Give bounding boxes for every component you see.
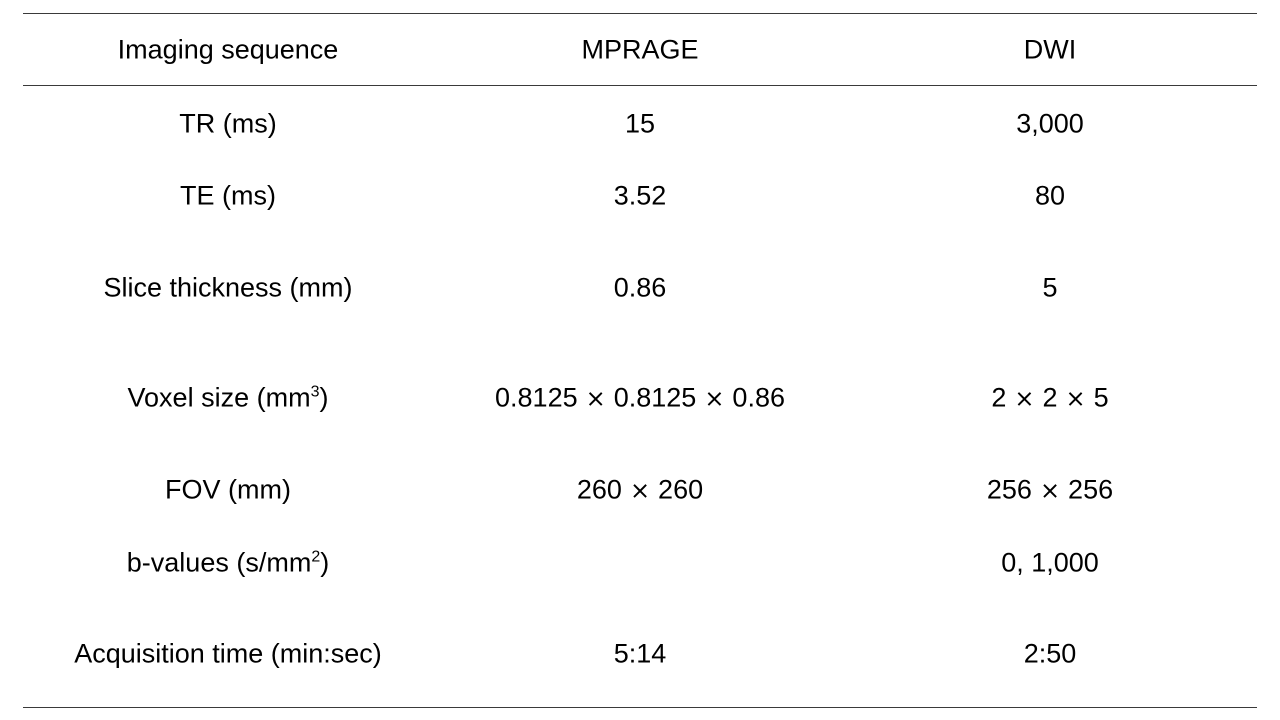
table-top-rule <box>23 13 1257 14</box>
row-te-dwi: 80 <box>1034 180 1066 211</box>
times-symbol: × <box>585 384 606 413</box>
times-symbol: × <box>1065 384 1086 413</box>
voxel-size-label-suffix: ) <box>319 382 329 413</box>
row-acquisition-time-mprage: 5:14 <box>613 638 667 669</box>
voxel-mprage-y: 0.8125 <box>613 382 697 413</box>
header-mprage: MPRAGE <box>581 34 699 65</box>
header-imaging-sequence: Imaging sequence <box>117 34 339 65</box>
row-voxel-size-dwi: 2 × 2 × 5 <box>991 382 1109 413</box>
voxel-mprage-x: 0.8125 <box>495 382 578 413</box>
times-symbol: × <box>1014 384 1035 413</box>
voxel-dwi-z: 5 <box>1093 382 1109 413</box>
b-values-label-superscript: 2 <box>311 548 321 566</box>
fov-dwi-height: 256 <box>1068 474 1114 505</box>
times-symbol: × <box>629 476 651 505</box>
table-bottom-rule <box>23 707 1257 708</box>
header-dwi: DWI <box>1023 34 1077 65</box>
row-slice-thickness-mprage: 0.86 <box>613 272 667 303</box>
row-b-values-dwi: 0, 1,000 <box>1001 547 1099 578</box>
row-label-fov: FOV (mm) <box>165 474 291 505</box>
row-slice-thickness-dwi: 5 <box>1042 272 1058 303</box>
row-tr-mprage: 15 <box>624 108 656 139</box>
fov-dwi-width: 256 <box>986 474 1032 505</box>
row-label-b-values: b-values (s/mm2) <box>126 547 330 578</box>
row-acquisition-time-dwi: 2:50 <box>1023 638 1077 669</box>
mri-parameters-table: Imaging sequence MPRAGE DWI TR (ms) 15 3… <box>23 0 1257 720</box>
b-values-label-suffix: ) <box>320 547 330 578</box>
times-symbol: × <box>1039 476 1061 505</box>
row-label-slice-thickness: Slice thickness (mm) <box>103 272 353 303</box>
b-values-label-text: b-values (s/mm <box>126 547 312 578</box>
row-fov-mprage: 260 × 260 <box>576 474 704 505</box>
times-symbol: × <box>704 384 725 413</box>
fov-mprage-height: 260 <box>658 474 704 505</box>
row-label-te: TE (ms) <box>180 180 276 211</box>
row-label-voxel-size: Voxel size (mm3) <box>127 382 329 413</box>
row-tr-dwi: 3,000 <box>1016 108 1084 139</box>
voxel-size-label-text: Voxel size (mm <box>127 382 311 413</box>
table-header-rule <box>23 85 1257 86</box>
row-label-tr: TR (ms) <box>179 108 277 139</box>
voxel-mprage-z: 0.86 <box>732 382 785 413</box>
row-fov-dwi: 256 × 256 <box>986 474 1114 505</box>
row-voxel-size-mprage: 0.8125 × 0.8125 × 0.86 <box>495 382 785 413</box>
row-te-mprage: 3.52 <box>613 180 667 211</box>
fov-mprage-width: 260 <box>576 474 622 505</box>
row-label-acquisition-time: Acquisition time (min:sec) <box>74 638 382 669</box>
voxel-dwi-x: 2 <box>991 382 1007 413</box>
voxel-size-label-superscript: 3 <box>310 383 320 401</box>
voxel-dwi-y: 2 <box>1042 382 1058 413</box>
